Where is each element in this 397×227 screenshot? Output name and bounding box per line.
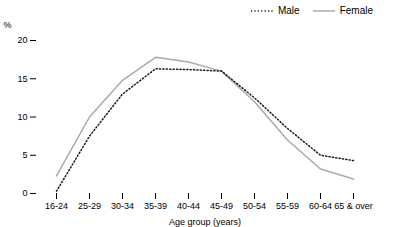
svg-text:10: 10 xyxy=(17,112,27,122)
svg-text:0: 0 xyxy=(22,188,27,198)
svg-text:40-44: 40-44 xyxy=(177,201,200,211)
svg-text:60-64: 60-64 xyxy=(309,201,332,211)
svg-text:50-54: 50-54 xyxy=(243,201,266,211)
svg-text:65 & over: 65 & over xyxy=(334,201,373,211)
html-text:Male: Male xyxy=(278,5,300,16)
svg-text:20: 20 xyxy=(17,35,27,45)
svg-text:%: % xyxy=(4,20,12,30)
svg-text:Age group (years): Age group (years) xyxy=(169,217,241,227)
svg-text:55-59: 55-59 xyxy=(276,201,299,211)
svg-text:35-39: 35-39 xyxy=(144,201,167,211)
svg-text:25-29: 25-29 xyxy=(78,201,101,211)
svg-text:45-49: 45-49 xyxy=(210,201,233,211)
svg-text:15: 15 xyxy=(17,74,27,84)
svg-text:16-24: 16-24 xyxy=(45,201,68,211)
svg-text:5: 5 xyxy=(22,150,27,160)
svg-text:30-34: 30-34 xyxy=(111,201,134,211)
html-text:Female: Female xyxy=(339,5,373,16)
